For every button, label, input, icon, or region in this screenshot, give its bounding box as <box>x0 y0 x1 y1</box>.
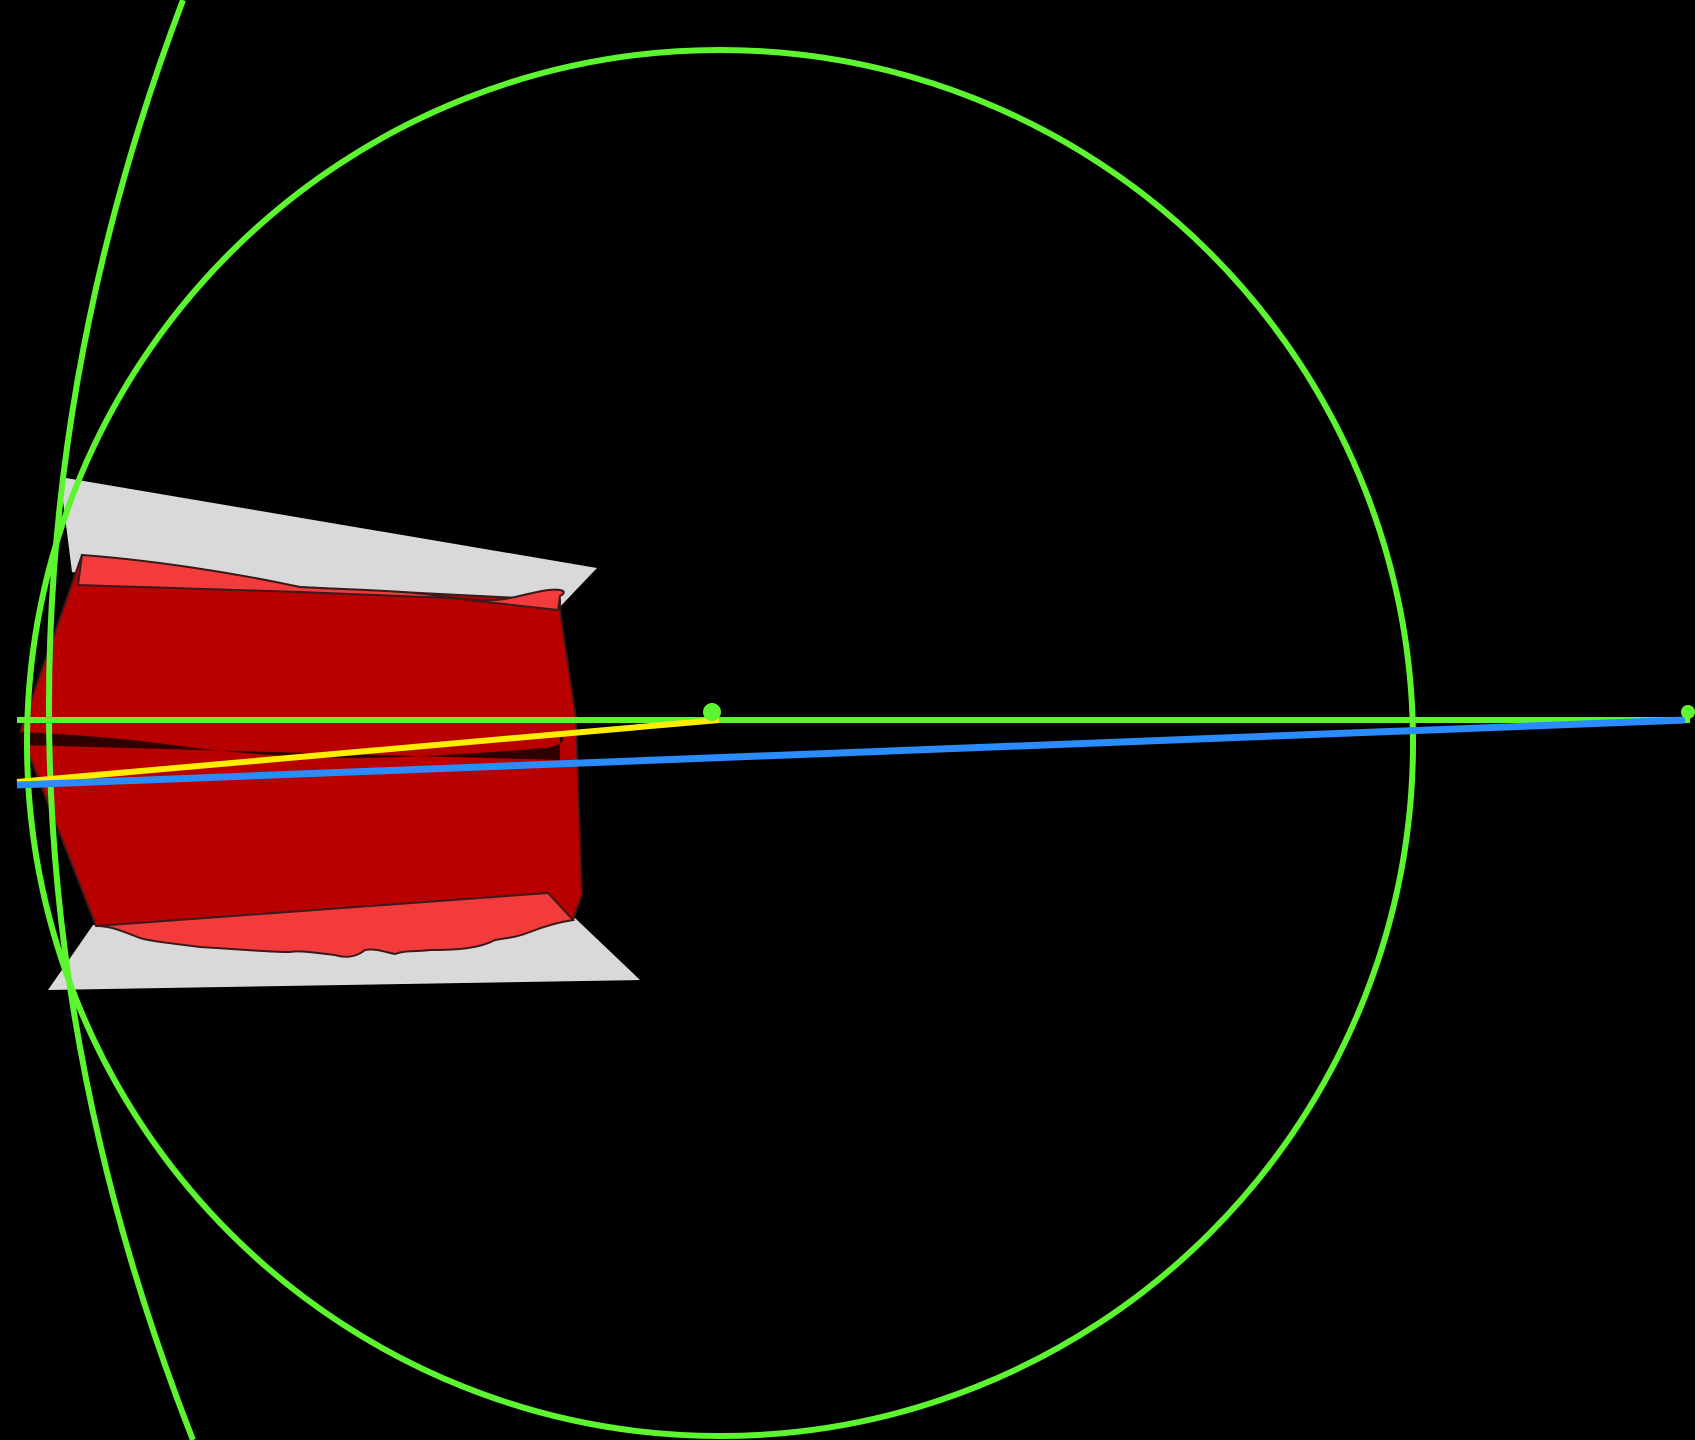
red-body-upper-band <box>76 553 565 612</box>
far-point <box>1681 705 1695 719</box>
red-body <box>18 553 584 958</box>
blue-ray <box>16 716 1686 789</box>
upper-gray-plate <box>60 477 597 633</box>
red-body-slit <box>20 732 564 760</box>
yellow-ray <box>16 717 720 785</box>
red-body-main <box>18 553 584 928</box>
inner-circle <box>24 47 1416 1439</box>
red-body-lower-band <box>95 891 576 958</box>
center-point <box>703 703 721 721</box>
